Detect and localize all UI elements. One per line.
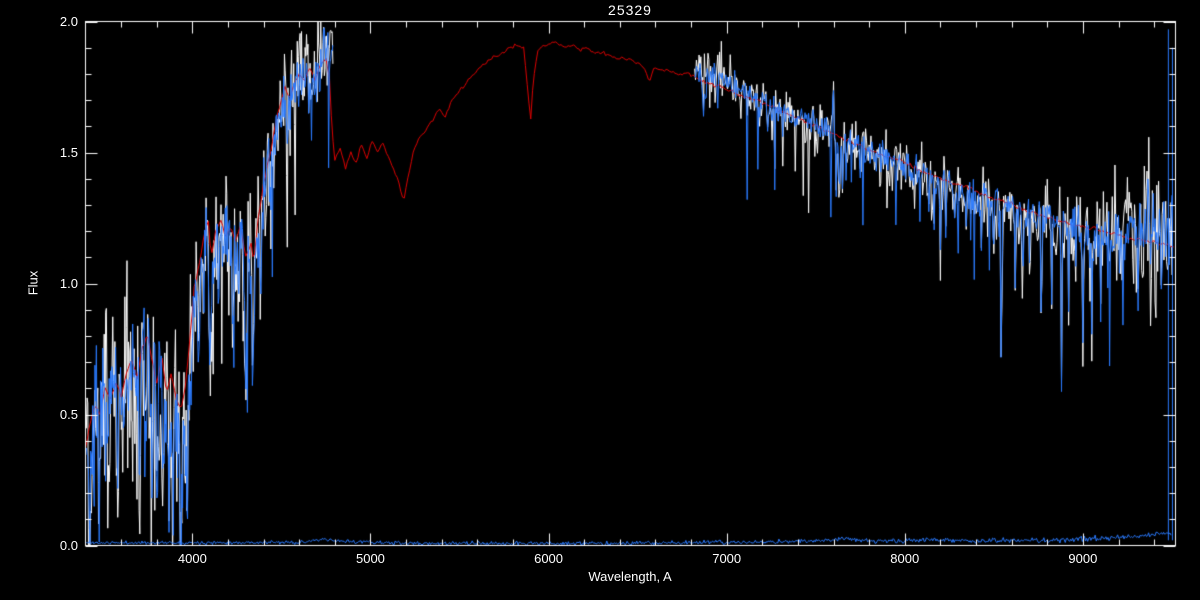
y-tick-label: 0.5	[59, 406, 78, 422]
x-tick-label: 7000	[712, 551, 742, 566]
x-tick-label: 4000	[177, 551, 207, 566]
x-tick-label: 6000	[534, 551, 564, 566]
y-tick-label: 0.0	[59, 537, 78, 553]
x-tick-label: 5000	[355, 551, 385, 566]
x-axis-label: Wavelength, A	[588, 569, 672, 584]
x-tick-label: 8000	[890, 551, 920, 566]
x-tick-label: 9000	[1068, 551, 1098, 566]
y-tick-label: 1.0	[59, 275, 78, 291]
y-tick-label: 2.0	[59, 13, 78, 29]
plot-title: 25329	[608, 2, 652, 18]
y-tick-label: 1.5	[59, 144, 78, 160]
